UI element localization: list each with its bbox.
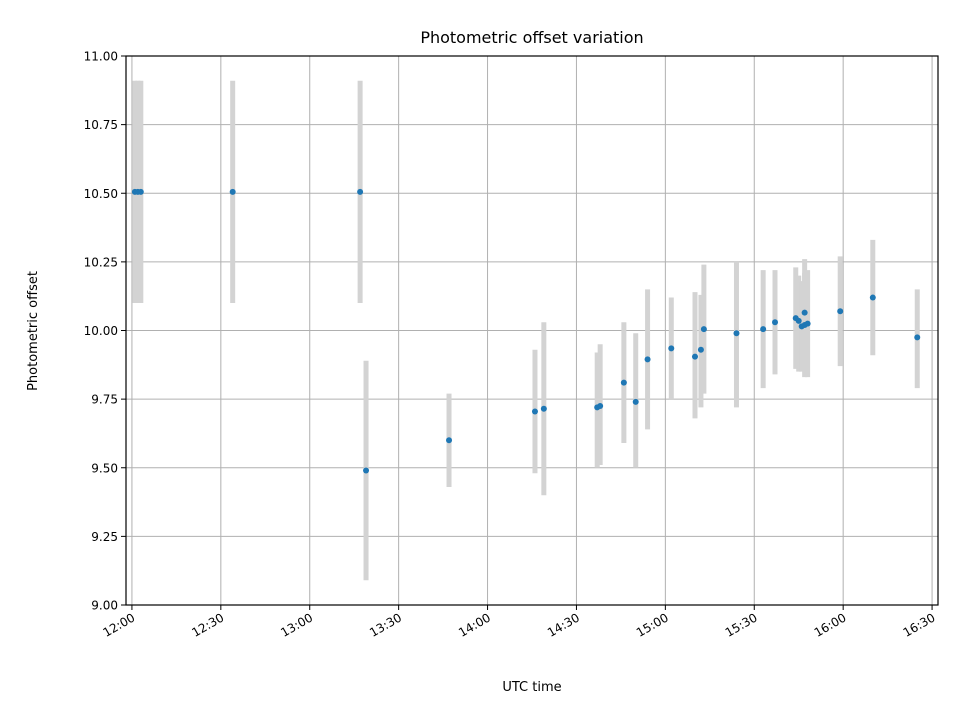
data-point <box>620 379 627 386</box>
grid <box>126 55 938 606</box>
x-tick-label: 16:00 <box>812 610 849 639</box>
data-point <box>540 405 547 412</box>
x-tick-label: 15:00 <box>634 610 671 639</box>
chart-title: Photometric offset variation <box>420 28 643 47</box>
y-axis-label: Photometric offset <box>26 271 41 391</box>
y-tick-label: 9.75 <box>91 393 118 407</box>
y-tick-label: 9.00 <box>91 599 118 613</box>
data-point <box>597 402 604 409</box>
data-points <box>131 188 921 474</box>
x-tick-label: 12:00 <box>100 610 137 639</box>
data-point <box>914 334 921 341</box>
x-tick-label: 12:30 <box>189 610 226 639</box>
data-point <box>446 437 453 444</box>
x-tick-label: 14:00 <box>456 610 493 639</box>
data-point <box>700 326 707 333</box>
data-point <box>137 188 144 195</box>
data-point <box>531 408 538 415</box>
data-point <box>795 317 802 324</box>
y-tick-label: 10.25 <box>84 255 118 269</box>
x-tick-label: 13:00 <box>278 610 315 639</box>
data-point <box>644 356 651 363</box>
data-point <box>837 308 844 315</box>
y-tick-label: 9.25 <box>91 530 118 544</box>
data-point <box>733 330 740 337</box>
data-point <box>869 294 876 301</box>
data-point <box>697 346 704 353</box>
data-point <box>632 398 639 405</box>
y-tick-label: 10.50 <box>84 187 118 201</box>
y-axis-ticks: 9.00 9.25 9.50 9.75 10.00 10.25 10.50 10.75 11.0… <box>84 50 126 613</box>
x-axis-label: UTC time <box>502 680 561 695</box>
data-point <box>801 309 808 316</box>
data-point <box>229 188 236 195</box>
x-axis-ticks: 12:00 12:30 13:00 13:30 14:00 14:30 15:00 15:30… <box>100 605 938 640</box>
data-point <box>772 319 779 326</box>
x-tick-label: 13:30 <box>367 610 404 639</box>
x-tick-label: 15:30 <box>723 610 760 639</box>
data-point <box>357 188 364 195</box>
data-point <box>363 467 370 474</box>
y-tick-label: 10.75 <box>84 118 118 132</box>
data-point <box>760 326 767 333</box>
data-point <box>668 345 675 352</box>
data-point <box>804 320 811 327</box>
y-tick-label: 11.00 <box>84 50 118 64</box>
y-tick-label: 10.00 <box>84 324 118 338</box>
x-tick-label: 14:30 <box>545 610 582 639</box>
y-tick-label: 9.50 <box>91 461 118 475</box>
data-point <box>691 353 698 360</box>
x-tick-label: 16:30 <box>901 610 938 639</box>
